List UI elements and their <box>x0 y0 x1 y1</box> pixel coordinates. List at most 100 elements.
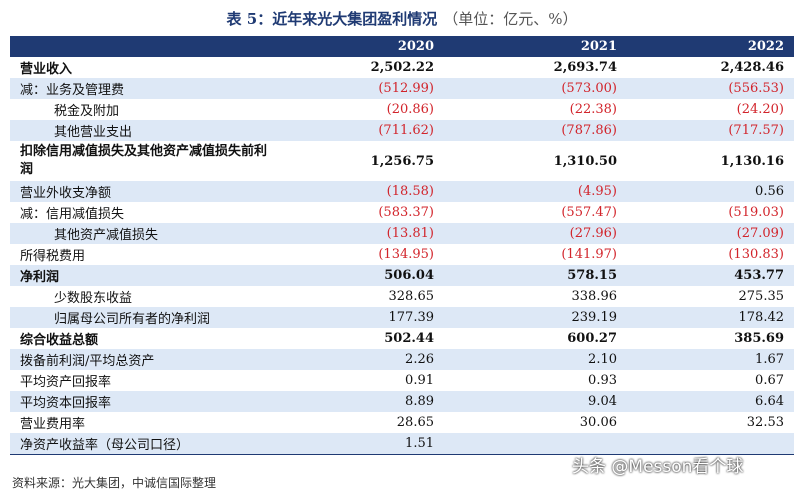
source-note: 资料来源：光大集团，中诚信国际整理 <box>12 476 217 490</box>
row-label: 营业外收支净额 <box>10 181 282 202</box>
cell-value: 328.65 <box>388 289 435 304</box>
header-cell-2022: 2022 <box>627 36 794 57</box>
cell-value: (519.03) <box>728 205 784 220</box>
cell-value: 177.39 <box>388 310 435 325</box>
cell-value: 9.04 <box>588 394 617 409</box>
cell-2021: (4.95) <box>444 181 627 202</box>
cell-value: 1,256.75 <box>370 153 434 169</box>
cell-value: 6.64 <box>755 394 784 409</box>
table-title-unit: （单位：亿元、%） <box>443 9 578 28</box>
cell-value: (141.97) <box>561 247 617 262</box>
cell-2022: (130.83) <box>627 244 794 265</box>
cell-value: 578.15 <box>567 268 617 283</box>
cell-2022: 1.67 <box>627 349 794 370</box>
cell-value: 0.67 <box>755 373 784 388</box>
cell-2021: 578.15 <box>444 265 627 286</box>
cell-value: 2.10 <box>588 352 617 367</box>
table-row: 营业外收支净额 (18.58) (4.95) 0.56 <box>10 181 794 202</box>
cell-value: (20.86) <box>386 102 434 117</box>
cell-value: (4.95) <box>577 184 617 199</box>
row-label: 所得税费用 <box>20 249 86 264</box>
cell-2020: (512.99) <box>282 78 444 99</box>
watermark: 头条 @Messon看个球 <box>572 457 744 477</box>
cell-2020: 502.44 <box>282 328 444 349</box>
cell-2021: (22.38) <box>444 99 627 120</box>
cell-2022: 453.77 <box>627 265 794 286</box>
row-label: 其他资产减值损失 <box>10 223 282 244</box>
cell-value: (18.58) <box>386 184 434 199</box>
cell-value: (130.83) <box>728 247 784 262</box>
header-cell-2020: 2020 <box>282 36 444 57</box>
cell-2020: (18.58) <box>282 181 444 202</box>
cell-value: 338.96 <box>571 289 618 304</box>
cell-value: 453.77 <box>734 268 784 283</box>
cell-value: 1,130.16 <box>720 153 784 169</box>
cell-2022: (24.20) <box>627 99 794 120</box>
cell-value: 2.26 <box>405 352 434 367</box>
table-row: 拨备前利润/平均总资产 2.26 2.10 1.67 <box>10 349 794 370</box>
table-row: 扣除信用减值损失及其他资产减值损失前利润 1,256.75 1,310.50 1… <box>10 141 794 181</box>
cell-value: (24.20) <box>736 102 784 117</box>
cell-value: (557.47) <box>561 205 617 220</box>
row-label: 其他营业支出 <box>10 120 282 141</box>
cell-2022: 385.69 <box>627 328 794 349</box>
cell-2021: 338.96 <box>444 286 627 307</box>
row-label: 拨备前利润/平均总资产 <box>10 349 282 370</box>
cell-value: 502.44 <box>384 331 434 346</box>
cell-2020: 2,502.22 <box>282 57 444 78</box>
table-row: 营业收入 2,502.22 2,693.74 2,428.46 <box>10 57 794 78</box>
cell-2022: 32.53 <box>627 412 794 433</box>
cell-value: 506.04 <box>384 268 434 283</box>
cell-value: 2,428.46 <box>720 60 784 75</box>
cell-value: (512.99) <box>378 81 434 96</box>
cell-2021: (573.00) <box>444 78 627 99</box>
cell-value: (134.95) <box>378 247 434 262</box>
row-label: 净资产收益率（母公司口径） <box>10 433 282 455</box>
cell-2022 <box>627 433 794 455</box>
row-label: 扣除信用减值损失及其他资产减值损失前利润 <box>20 144 268 177</box>
table-row: 归属母公司所有者的净利润 177.39 239.19 178.42 <box>10 307 794 328</box>
cell-2020: 328.65 <box>282 286 444 307</box>
row-label: 归属母公司所有者的净利润 <box>10 307 282 328</box>
cell-2021 <box>444 433 627 455</box>
cell-2021: 30.06 <box>444 412 627 433</box>
cell-value: (22.38) <box>569 102 617 117</box>
cell-2021: (787.86) <box>444 120 627 141</box>
header-row: 2020 2021 2022 <box>10 36 794 57</box>
cell-value: 2,502.22 <box>370 60 434 75</box>
cell-2022: (27.09) <box>627 223 794 244</box>
cell-value: 600.27 <box>567 331 617 346</box>
cell-value: 239.19 <box>571 310 618 325</box>
row-label: 净利润 <box>10 265 282 286</box>
cell-2022: 0.67 <box>627 370 794 391</box>
cell-value: 28.65 <box>396 415 434 430</box>
cell-2020: (20.86) <box>282 99 444 120</box>
profit-table: 2020 2021 2022 营业收入 2,502.22 2,693.74 2,… <box>10 36 794 455</box>
cell-2020: (583.37) <box>282 202 444 223</box>
header-cell-label <box>10 36 282 57</box>
cell-value: (27.09) <box>736 226 784 241</box>
table-title: 表 5：近年来光大集团盈利情况 （单位：亿元、%） <box>0 0 804 36</box>
cell-2020: 28.65 <box>282 412 444 433</box>
cell-2022: 275.35 <box>627 286 794 307</box>
cell-value: 2,693.74 <box>553 60 617 75</box>
cell-2022: 178.42 <box>627 307 794 328</box>
row-label: 少数股东收益 <box>54 291 133 306</box>
cell-2021: (557.47) <box>444 202 627 223</box>
cell-2021: (141.97) <box>444 244 627 265</box>
cell-2021: 600.27 <box>444 328 627 349</box>
cell-value: (717.57) <box>728 123 784 138</box>
cell-2022: 2,428.46 <box>627 57 794 78</box>
table-row: 所得税费用 (134.95) (141.97) (130.83) <box>10 244 794 265</box>
row-label: 营业费用率 <box>20 417 86 432</box>
cell-value: (556.53) <box>728 81 784 96</box>
table-row: 净利润 506.04 578.15 453.77 <box>10 265 794 286</box>
header-cell-2021: 2021 <box>444 36 627 57</box>
cell-2020: 2.26 <box>282 349 444 370</box>
cell-value: 0.91 <box>405 373 434 388</box>
cell-2022: 6.64 <box>627 391 794 412</box>
table-row: 减：信用减值损失 (583.37) (557.47) (519.03) <box>10 202 794 223</box>
row-label: 平均资产回报率 <box>20 375 112 390</box>
table-row: 平均资产回报率 0.91 0.93 0.67 <box>10 370 794 391</box>
cell-2021: 2,693.74 <box>444 57 627 78</box>
